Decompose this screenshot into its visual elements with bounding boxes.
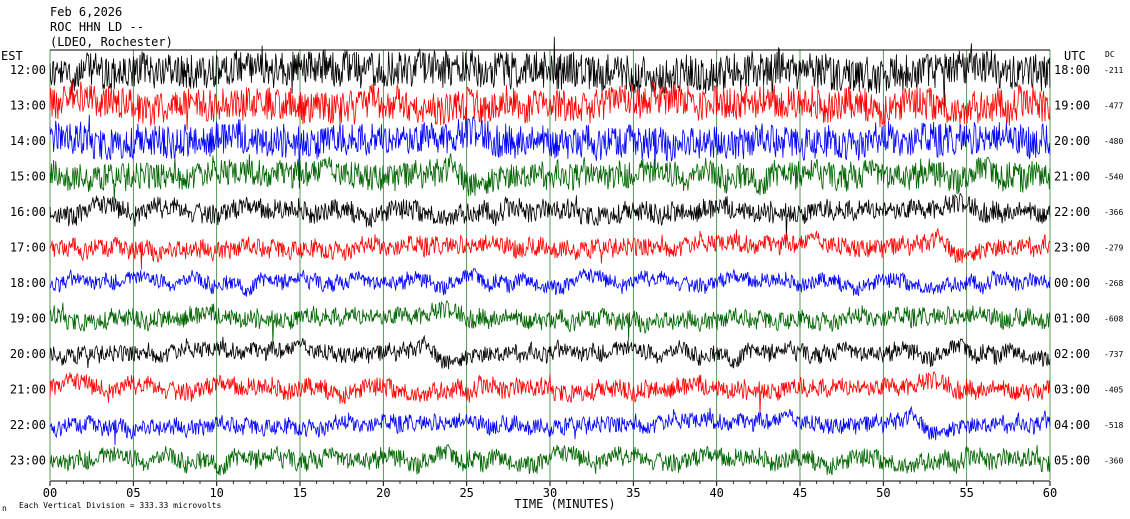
x-tick-label: 00 — [43, 486, 57, 500]
trace-2000 — [49, 334, 1051, 370]
dc-offset-label: -405 — [1104, 386, 1123, 395]
x-tick-label: 50 — [876, 486, 890, 500]
utc-hour-label: 19:00 — [1054, 99, 1090, 113]
trace-2300 — [50, 444, 1051, 476]
utc-hour-label: 21:00 — [1054, 170, 1090, 184]
x-tick-label: 55 — [959, 486, 973, 500]
local-hour-label: 12:00 — [10, 63, 46, 77]
utc-hour-label: 01:00 — [1054, 312, 1090, 326]
dc-offset-label: -608 — [1104, 315, 1123, 324]
local-hour-label: 23:00 — [10, 454, 46, 468]
x-tick-label: 40 — [709, 486, 723, 500]
x-axis: 00 05 10 15 20 25 30 35 40 45 50 55 60 — [43, 480, 1057, 500]
right-timezone-label: UTC — [1064, 49, 1086, 63]
local-hour-label: 17:00 — [10, 241, 46, 255]
utc-hour-label: 00:00 — [1054, 276, 1090, 290]
local-hour-label: 21:00 — [10, 383, 46, 397]
trace-1300 — [49, 80, 1051, 130]
x-tick-label: 20 — [376, 486, 390, 500]
local-hour-label: 20:00 — [10, 347, 46, 361]
trace-2200 — [49, 405, 1051, 446]
dc-offset-label: -268 — [1104, 279, 1123, 288]
local-hour-label: 14:00 — [10, 134, 46, 148]
station-label: ROC HHN LD -- — [50, 20, 144, 34]
trace-1700 — [49, 227, 1051, 270]
utc-hour-label: 20:00 — [1054, 134, 1090, 148]
utc-hour-label: 23:00 — [1054, 241, 1090, 255]
x-tick-label: 60 — [1043, 486, 1057, 500]
dc-offset-label: -480 — [1104, 137, 1123, 146]
dc-header-label: DC — [1105, 50, 1115, 59]
x-tick-label: 25 — [459, 486, 473, 500]
x-tick-label: 10 — [209, 486, 223, 500]
corner-mark: n — [2, 504, 7, 513]
utc-hour-label: 22:00 — [1054, 205, 1090, 219]
left-timezone-label: EST — [1, 49, 23, 63]
dc-offset-label: -737 — [1104, 350, 1123, 359]
local-hour-label: 13:00 — [10, 99, 46, 113]
x-tick-label: 45 — [793, 486, 807, 500]
scale-note: Each Vertical Division = 333.33 microvol… — [19, 501, 221, 510]
trace-1500 — [49, 153, 1051, 201]
trace-1900 — [49, 300, 1051, 345]
dc-offset-label: -540 — [1104, 173, 1123, 182]
local-hour-label: 22:00 — [10, 418, 46, 432]
date-label: Feb 6,2026 — [50, 5, 122, 19]
local-hour-label: 18:00 — [10, 276, 46, 290]
trace-1600 — [49, 193, 1051, 241]
dc-offset-label: -360 — [1104, 457, 1123, 466]
trace-2100 — [49, 371, 1051, 416]
dc-offset-label: -211 — [1104, 66, 1123, 75]
dc-offset-label: -279 — [1104, 244, 1123, 253]
local-hour-label: 16:00 — [10, 205, 46, 219]
utc-hour-label: 02:00 — [1054, 347, 1090, 361]
utc-hour-label: 03:00 — [1054, 383, 1090, 397]
trace-1400 — [49, 114, 1051, 189]
location-label: (LDEO, Rochester) — [50, 35, 173, 49]
dc-offset-label: -518 — [1104, 421, 1123, 430]
x-tick-label: 30 — [543, 486, 557, 500]
local-hour-label: 15:00 — [10, 170, 46, 184]
dc-offset-label: -366 — [1104, 208, 1123, 217]
x-tick-label: 35 — [626, 486, 640, 500]
utc-hour-label: 18:00 — [1054, 63, 1090, 77]
trace-group — [49, 36, 1051, 476]
x-tick-label: 05 — [126, 486, 140, 500]
dc-offset-label: -477 — [1104, 102, 1123, 111]
trace-1200 — [49, 36, 1051, 110]
local-hour-label: 19:00 — [10, 312, 46, 326]
utc-hour-label: 05:00 — [1054, 454, 1090, 468]
x-axis-label: TIME (MINUTES) — [514, 497, 615, 511]
x-tick-label: 15 — [293, 486, 307, 500]
row-labels: 12:00 18:00 -211 13:00 19:00 -477 14:00 20:00 -4… — [10, 63, 1124, 468]
trace-1800 — [49, 267, 1051, 297]
utc-hour-label: 04:00 — [1054, 418, 1090, 432]
